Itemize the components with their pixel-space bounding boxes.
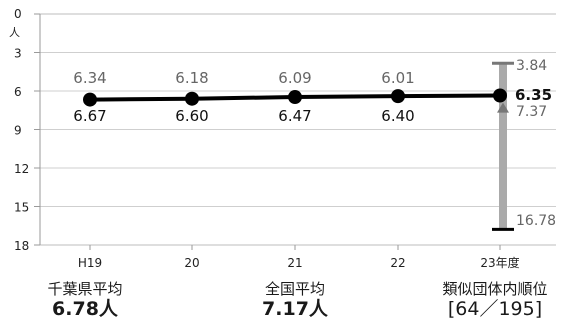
prefecture-average-label: 千葉県平均 — [47, 280, 123, 298]
y-tick-label: 0 — [14, 7, 22, 21]
range-max-label: 16.78 — [516, 213, 556, 229]
upper-value-label: 6.18 — [175, 69, 208, 87]
prefecture-average-value: 6.78人 — [52, 298, 118, 320]
upper-value-label: 6.09 — [278, 69, 311, 87]
y-tick-label: 9 — [14, 124, 22, 138]
gridlines — [40, 13, 556, 246]
x-tick-label: 20 — [184, 256, 199, 270]
similar-group-rank: 類似団体内順位 [64／195] — [425, 280, 565, 320]
y-tick-label: 12 — [14, 162, 29, 176]
y-tick-label: 15 — [14, 201, 29, 215]
x-tick-label: 21 — [287, 256, 302, 270]
y-tick-label: 6 — [14, 85, 22, 99]
data-point — [391, 89, 405, 104]
lower-value-label: 6.40 — [381, 107, 414, 125]
y-tick-label: 3 — [14, 47, 22, 61]
x-tick-label: H19 — [78, 256, 102, 270]
data-point — [185, 91, 199, 106]
similar-group-rank-label: 類似団体内順位 — [442, 280, 548, 298]
x-tick-label: 23年度 — [480, 255, 519, 270]
y-axis-ticks: 0 3 6 9 12 15 18 人 — [9, 7, 41, 253]
series-layer — [83, 88, 507, 107]
last-value-label: 6.35 — [515, 86, 552, 104]
range-bar — [492, 61, 514, 231]
upper-value-label: 6.01 — [381, 69, 414, 87]
data-point — [83, 92, 97, 107]
range-bar-average-marker — [497, 102, 509, 113]
national-average: 全国平均 7.17人 — [235, 280, 355, 320]
national-average-label: 全国平均 — [264, 280, 325, 298]
data-point — [493, 88, 507, 103]
x-axis-ticks: H19 20 21 22 23年度 — [78, 245, 520, 270]
range-min-label: 3.84 — [516, 58, 547, 74]
data-labels: 6.34 6.18 6.09 6.01 6.67 6.60 6.47 6.40 6.35 3.84… — [73, 58, 556, 229]
range-average-label: 7.37 — [516, 104, 547, 120]
prefecture-average: 千葉県平均 6.78人 — [25, 280, 145, 320]
lower-value-label: 6.60 — [175, 107, 208, 125]
y-tick-label: 18 — [14, 239, 29, 253]
upper-value-label: 6.34 — [73, 69, 106, 87]
y-unit-label: 人 — [9, 26, 20, 39]
lower-value-label: 6.67 — [73, 107, 106, 125]
x-tick-label: 22 — [390, 256, 405, 270]
lower-value-label: 6.47 — [278, 107, 311, 125]
national-average-value: 7.17人 — [262, 298, 328, 320]
similar-group-rank-value: [64／195] — [447, 298, 543, 320]
data-point — [288, 90, 302, 105]
